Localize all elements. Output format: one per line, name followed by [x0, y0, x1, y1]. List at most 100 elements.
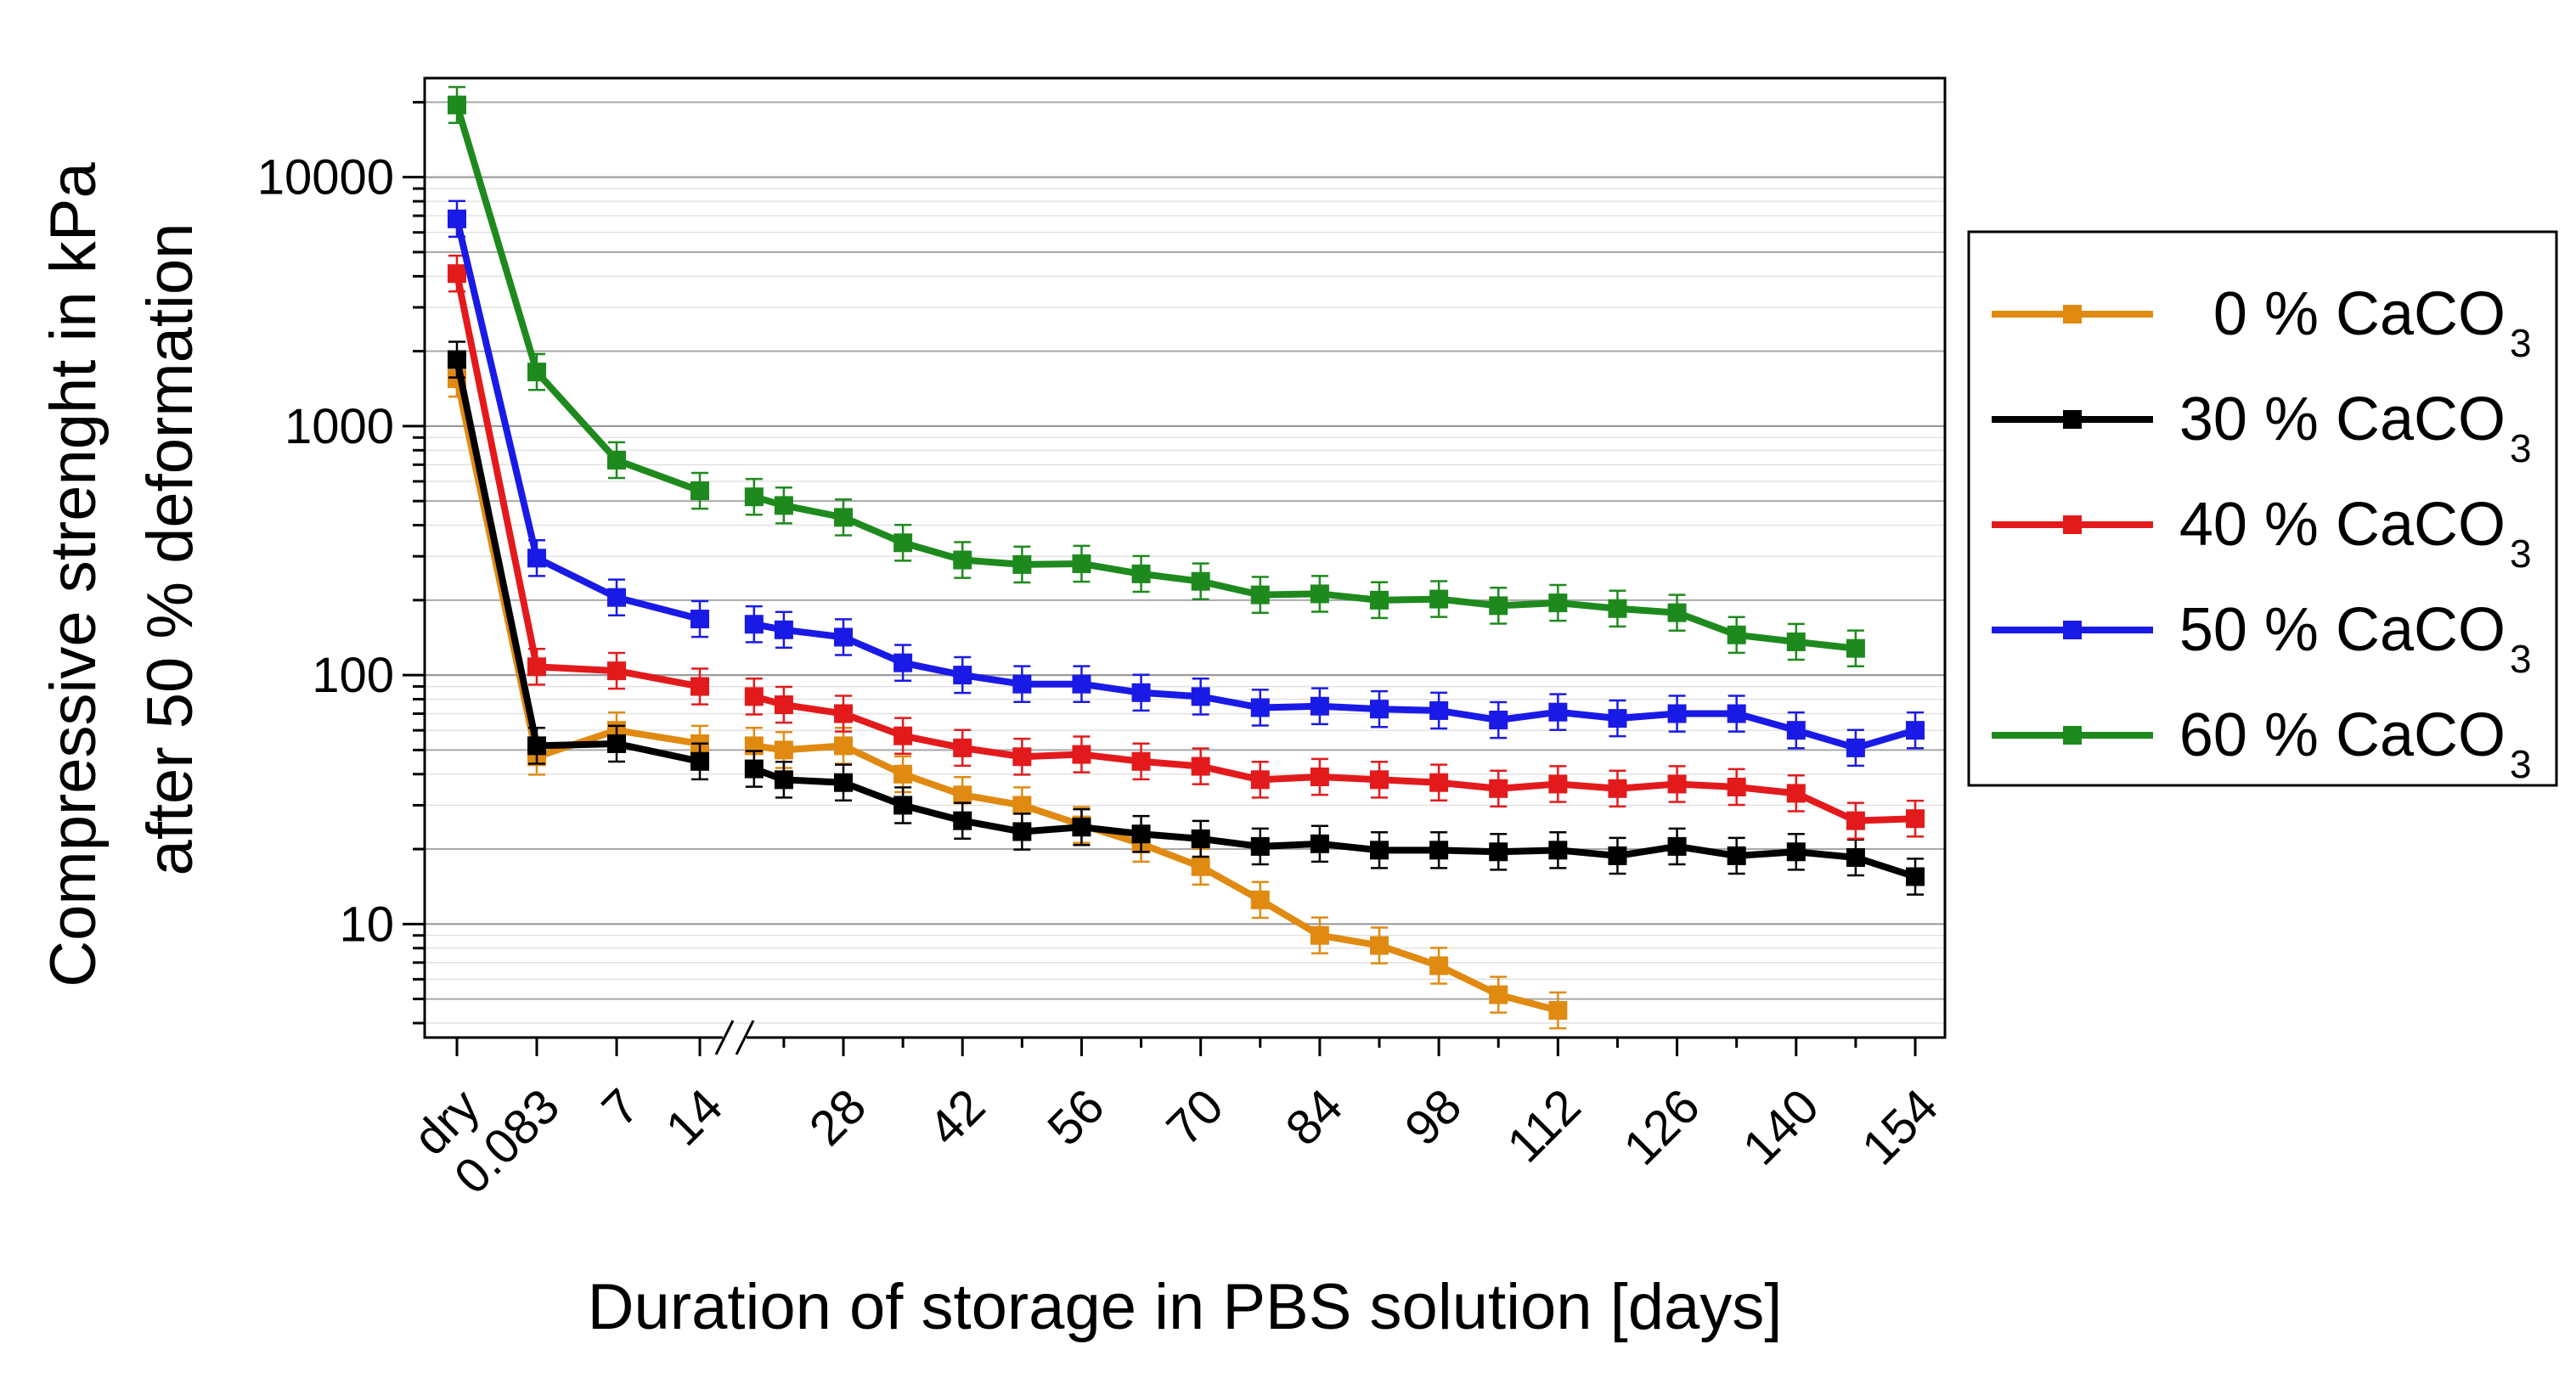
data-point: [1608, 779, 1627, 798]
data-point: [527, 657, 546, 677]
data-point: [1846, 638, 1865, 658]
data-point: [953, 785, 972, 805]
data-point: [527, 363, 546, 382]
data-point: [1667, 704, 1687, 723]
data-point: [744, 687, 764, 706]
axis-break-gap: [723, 1031, 747, 1044]
data-point: [953, 666, 972, 685]
data-point: [744, 615, 764, 634]
data-point: [1012, 747, 1032, 767]
data-point: [607, 450, 626, 470]
data-point: [1548, 774, 1568, 794]
data-point: [691, 677, 709, 696]
data-point: [1906, 809, 1925, 829]
series-40-percent: [448, 254, 1925, 840]
data-point: [1072, 745, 1091, 764]
y-tick-label: 100: [312, 648, 394, 703]
data-point: [1370, 700, 1389, 719]
data-point: [893, 653, 913, 672]
data-point: [1250, 770, 1270, 790]
data-point: [1608, 846, 1627, 865]
data-point: [1608, 599, 1627, 618]
y-tick-label: 10: [339, 897, 394, 952]
data-point: [1370, 590, 1389, 610]
data-point: [1786, 632, 1806, 651]
data-point: [1072, 674, 1091, 694]
data-point: [448, 95, 466, 115]
data-point: [744, 759, 764, 779]
series-50-percent: [448, 200, 1925, 768]
data-point: [1667, 603, 1687, 622]
data-point: [1429, 773, 1449, 792]
data-point: [448, 209, 466, 228]
data-point: [1250, 698, 1270, 717]
data-point: [1072, 818, 1091, 837]
data-point: [607, 588, 626, 607]
data-point: [1906, 721, 1925, 740]
data-point: [1131, 751, 1151, 771]
data-point: [1012, 822, 1032, 841]
legend-label-subscript: 3: [2510, 742, 2532, 786]
x-axis-label: Duration of storage in PBS solution [day…: [588, 1271, 1783, 1343]
data-point: [1370, 936, 1389, 955]
data-point: [1429, 589, 1449, 609]
data-point: [1310, 584, 1329, 604]
data-point: [1489, 779, 1508, 798]
data-point: [1608, 709, 1627, 728]
series-line: [753, 493, 1857, 652]
data-point: [1012, 554, 1032, 574]
legend-label: 50 % CaCO: [2179, 596, 2506, 664]
data-point: [1191, 857, 1210, 876]
data-point: [953, 550, 972, 570]
data-point: [893, 796, 913, 815]
data-point: [1310, 925, 1329, 945]
data-point: [1370, 841, 1389, 860]
series-layer: [448, 86, 1925, 1030]
data-point: [953, 738, 972, 757]
data-point: [1191, 756, 1210, 776]
data-point: [1250, 836, 1270, 856]
data-point: [1191, 571, 1210, 591]
data-point: [1370, 770, 1389, 790]
data-point: [834, 704, 853, 723]
legend-label-subscript: 3: [2510, 637, 2532, 681]
legend-item: 60 % CaCO 3: [1992, 701, 2532, 786]
data-point: [1429, 700, 1449, 720]
data-point: [1429, 841, 1449, 860]
data-point: [953, 811, 972, 830]
data-point: [834, 508, 853, 527]
y-tick-label: 1000: [285, 399, 394, 454]
data-point: [893, 726, 913, 745]
data-point: [1727, 846, 1746, 865]
data-point: [1489, 985, 1508, 1004]
data-point: [1727, 704, 1746, 723]
data-point: [1012, 674, 1032, 694]
legend-item: 0 % CaCO 3: [1992, 280, 2532, 365]
data-point: [774, 740, 793, 760]
data-point: [1727, 777, 1746, 796]
data-point: [1548, 841, 1568, 860]
data-point: [448, 350, 466, 369]
series-60-percent: [448, 86, 1865, 667]
legend-swatch-marker: [2063, 726, 2082, 745]
data-point: [1489, 596, 1508, 616]
legend-item: 50 % CaCO 3: [1992, 596, 2532, 681]
plot-frame: [423, 76, 1947, 1039]
data-point: [1250, 890, 1270, 909]
data-point: [1846, 811, 1865, 830]
data-point: [1786, 721, 1806, 740]
data-point: [834, 627, 853, 647]
legend-label: 30 % CaCO: [2179, 385, 2506, 453]
data-point: [893, 533, 913, 553]
data-point: [774, 620, 793, 639]
data-point: [1429, 956, 1449, 976]
data-point: [1310, 768, 1329, 787]
legend: 0 % CaCO 330 % CaCO 340 % CaCO 350 % CaCO 36…: [1967, 230, 2558, 787]
gridlines: [425, 101, 1945, 1024]
legend-label: 0 % CaCO: [2213, 280, 2506, 348]
data-point: [1727, 625, 1746, 644]
series-line: [454, 273, 701, 690]
data-point: [1548, 702, 1568, 722]
series-line: [454, 217, 702, 622]
